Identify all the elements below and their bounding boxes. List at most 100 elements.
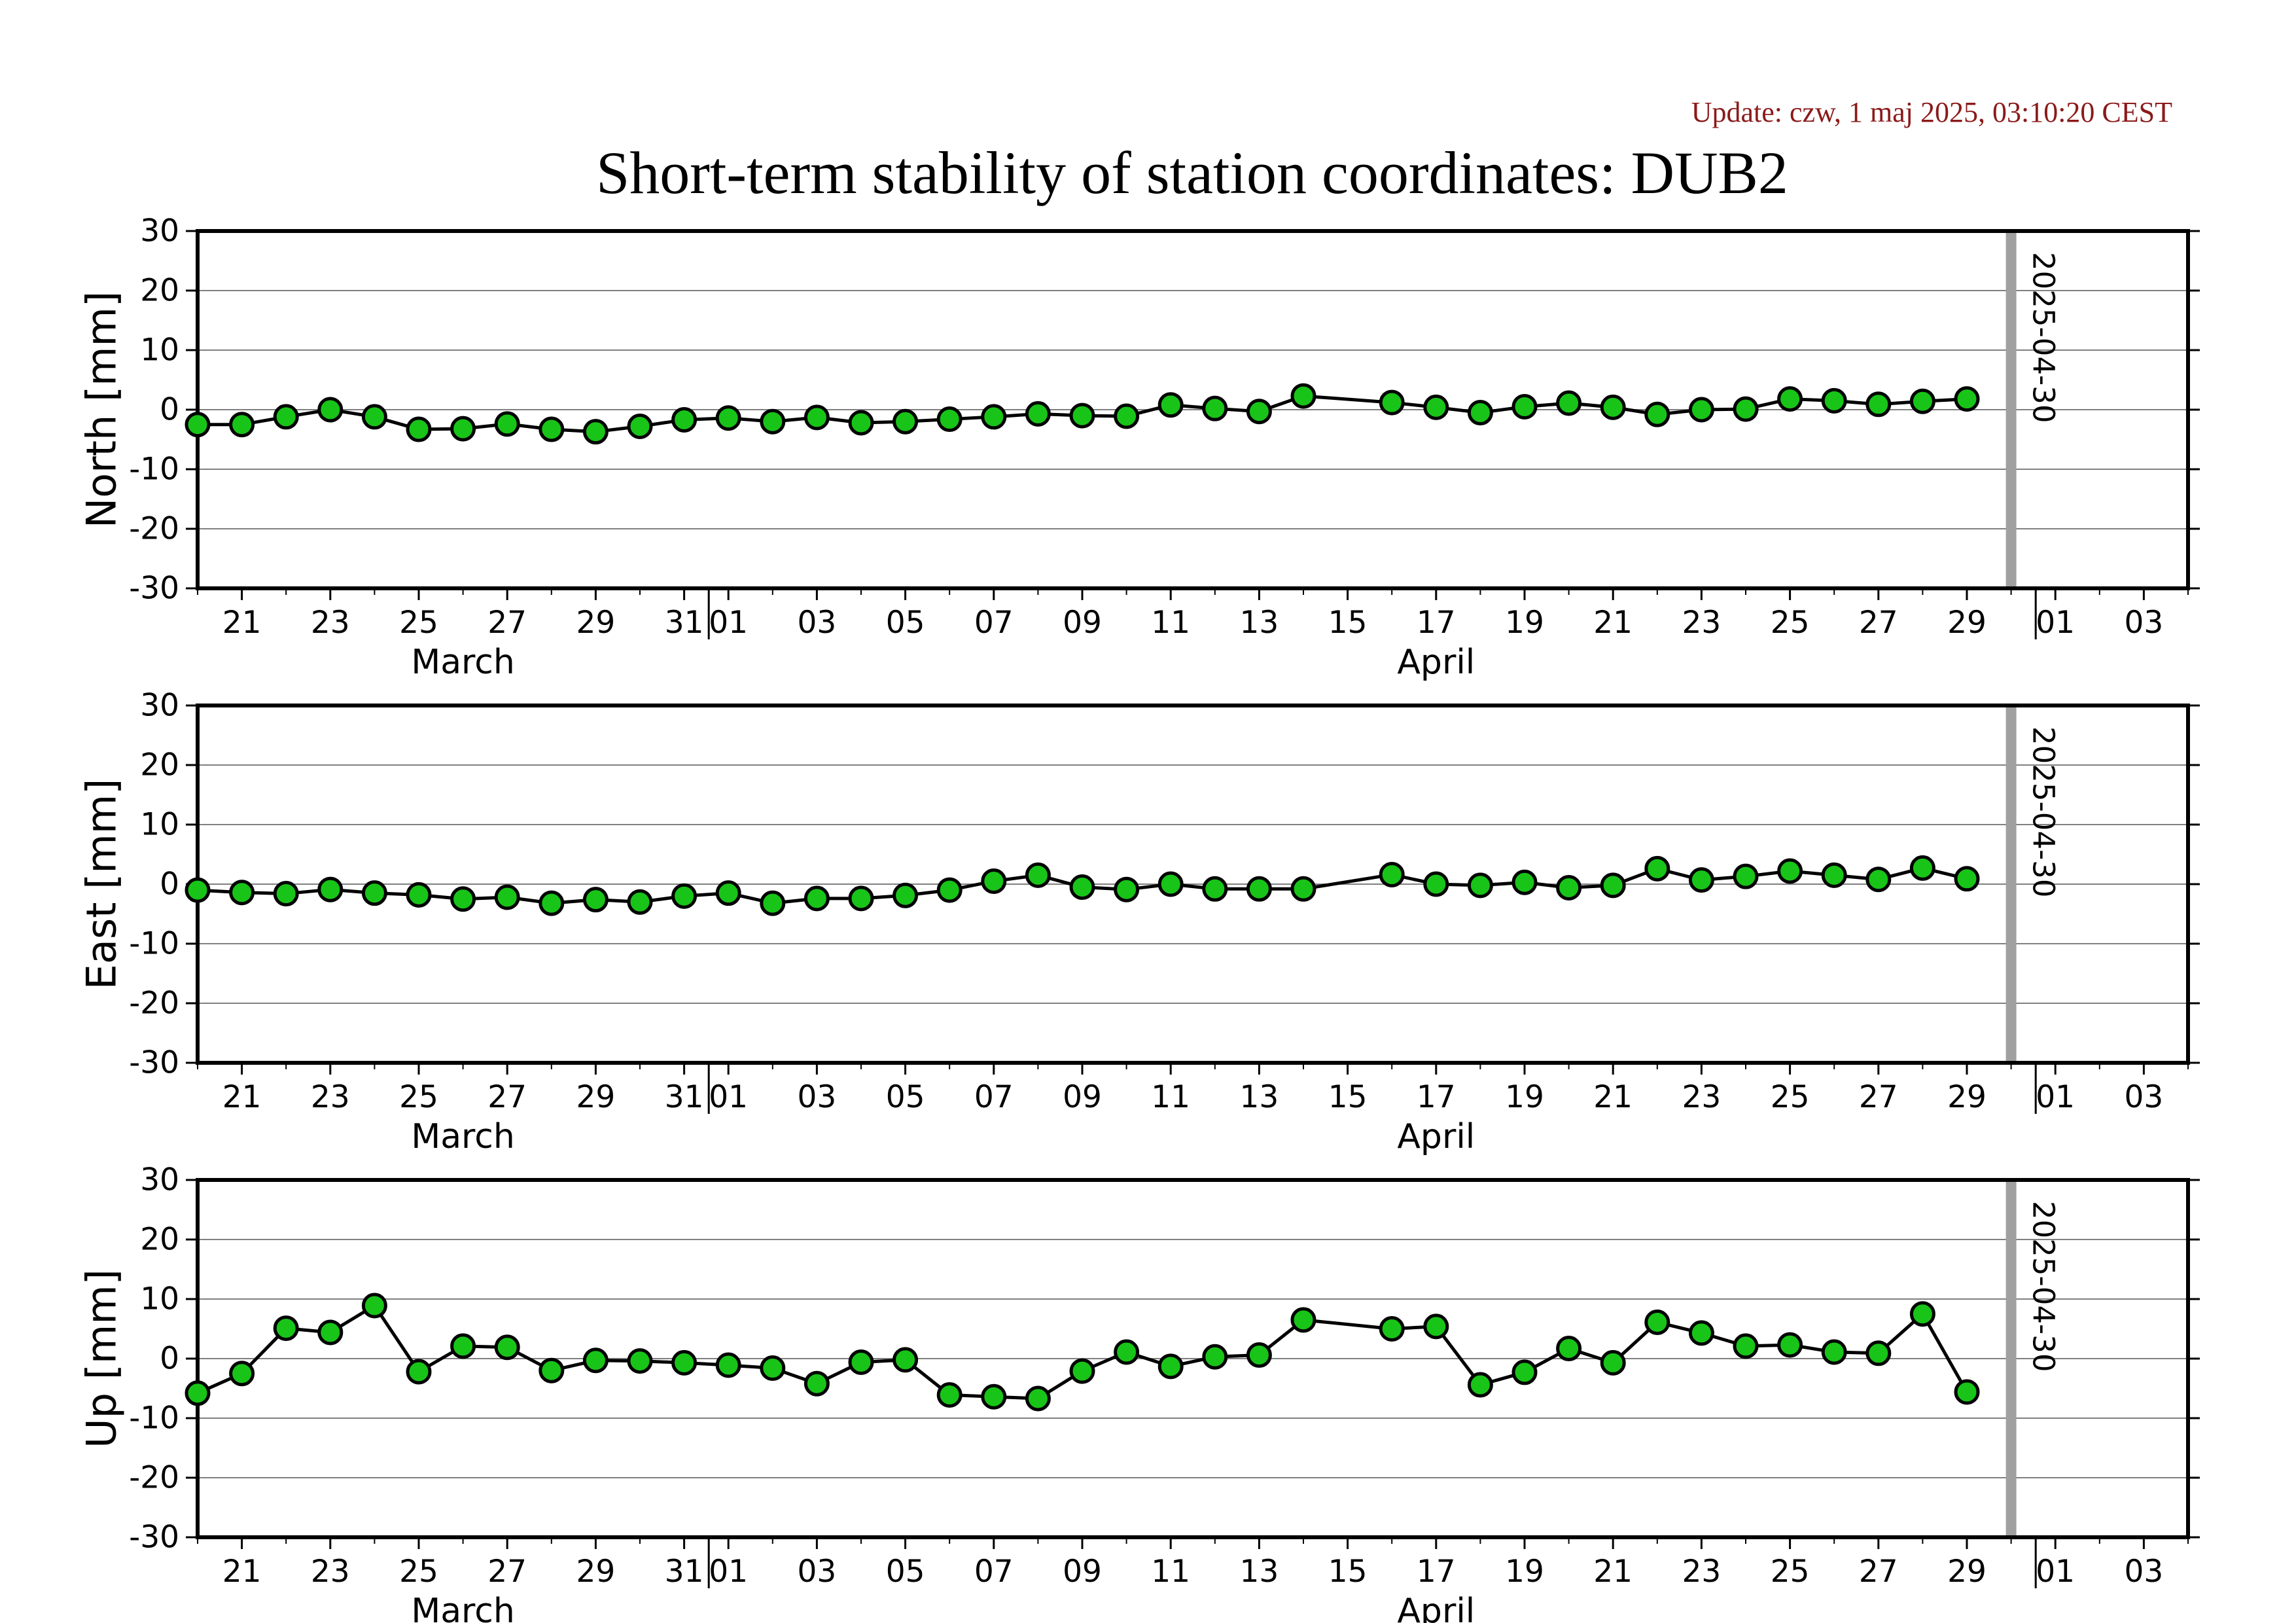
- x-tick-label: 09: [1063, 1079, 1102, 1115]
- series-line: [196, 1304, 1969, 1400]
- x-tick-label: 19: [1505, 1554, 1544, 1590]
- x-tick-label: 29: [1947, 1079, 1987, 1115]
- data-point: [1467, 872, 1493, 899]
- data-point: [1909, 855, 1935, 881]
- data-point: [1467, 1372, 1493, 1398]
- data-point: [1379, 389, 1405, 416]
- data-point: [1777, 386, 1803, 412]
- data-point: [1025, 862, 1051, 888]
- data-point: [494, 1334, 520, 1361]
- x-tick-label: 21: [1593, 1079, 1633, 1115]
- data-point: [1600, 1349, 1626, 1376]
- data-point: [539, 890, 565, 916]
- chart-title: Short-term stability of station coordina…: [596, 139, 1788, 206]
- data-point: [1157, 871, 1184, 897]
- y-tick-label: 0: [160, 392, 179, 428]
- data-point: [1954, 1379, 1980, 1405]
- x-tick-label: 05: [886, 605, 925, 641]
- data-point: [981, 404, 1007, 430]
- data-point: [539, 1357, 565, 1383]
- x-tick-label: 03: [2124, 1079, 2163, 1115]
- month-label: April: [1397, 1592, 1475, 1623]
- x-tick-label: 23: [311, 1554, 350, 1590]
- y-tick-label: -10: [129, 452, 179, 488]
- data-point: [1246, 399, 1272, 425]
- data-point: [715, 880, 741, 906]
- x-tick-label: 11: [1151, 1079, 1190, 1115]
- x-tick-label: 21: [222, 1079, 262, 1115]
- x-tick-label: 23: [1682, 1554, 1721, 1590]
- date-marker-label: 2025-04-30: [2026, 726, 2061, 898]
- data-point: [1290, 383, 1316, 409]
- x-tick-label: 13: [1239, 605, 1279, 641]
- data-point: [936, 877, 963, 903]
- data-point: [1025, 401, 1051, 427]
- data-point: [627, 413, 653, 439]
- data-point: [848, 410, 874, 436]
- x-tick-label: 01: [2036, 1079, 2075, 1115]
- data-point: [450, 1333, 476, 1359]
- y-tick-label: 20: [140, 273, 179, 309]
- x-tick-label: 21: [222, 1554, 262, 1590]
- x-tick-label: 23: [1682, 1079, 1721, 1115]
- data-point: [1290, 1307, 1316, 1333]
- x-tick-label: 29: [576, 1079, 615, 1115]
- y-tick-label: 30: [140, 688, 179, 724]
- y-tick-label: -20: [129, 511, 179, 547]
- x-tick-label: 17: [1417, 1554, 1456, 1590]
- y-tick-label: 10: [140, 807, 179, 843]
- x-tick-label: 27: [487, 605, 527, 641]
- x-tick-label: 01: [709, 1079, 748, 1115]
- data-point: [1954, 866, 1980, 892]
- data-point: [1909, 388, 1935, 414]
- data-point: [450, 886, 476, 912]
- data-point: [804, 1370, 830, 1397]
- x-tick-label: 29: [576, 605, 615, 641]
- x-tick-label: 07: [974, 1079, 1014, 1115]
- data-point: [1511, 869, 1538, 895]
- data-point: [1865, 391, 1892, 418]
- data-point: [848, 885, 874, 912]
- data-point: [804, 404, 830, 431]
- data-point: [406, 882, 432, 908]
- y-axis-label: North [mm]: [78, 291, 126, 528]
- x-tick-label: 27: [487, 1554, 527, 1590]
- x-tick-label: 15: [1328, 1079, 1368, 1115]
- x-tick-label: 25: [399, 1554, 438, 1590]
- data-point: [1069, 874, 1095, 901]
- data-point: [1777, 1332, 1803, 1358]
- data-point: [361, 404, 387, 430]
- data-point: [1556, 874, 1582, 901]
- data-point: [760, 408, 786, 435]
- data-point: [1157, 392, 1184, 418]
- x-tick-label: 11: [1151, 1554, 1190, 1590]
- x-tick-label: 11: [1151, 605, 1190, 641]
- data-point: [1909, 1301, 1935, 1327]
- date-marker-label: 2025-04-30: [2026, 252, 2061, 423]
- x-tick-label: 23: [311, 605, 350, 641]
- data-point: [1114, 1339, 1140, 1365]
- y-tick-label: 30: [140, 213, 179, 249]
- x-tick-label: 17: [1417, 605, 1456, 641]
- y-axis-label: Up [mm]: [78, 1269, 126, 1448]
- data-point: [1423, 394, 1449, 420]
- data-point: [494, 411, 520, 437]
- y-tick-label: -30: [129, 571, 179, 607]
- x-tick-label: 29: [1947, 1554, 1987, 1590]
- y-tick-label: 0: [160, 1341, 179, 1377]
- data-point: [1511, 393, 1538, 419]
- data-point: [892, 1347, 919, 1373]
- x-tick-label: 01: [2036, 605, 2075, 641]
- data-point: [317, 397, 344, 423]
- data-point: [1379, 1316, 1405, 1342]
- x-tick-label: 31: [665, 1079, 704, 1115]
- data-point: [582, 419, 609, 445]
- x-tick-label: 03: [2124, 605, 2163, 641]
- update-timestamp: Update: czw, 1 maj 2025, 03:10:20 CEST: [1691, 96, 2172, 128]
- date-marker-label: 2025-04-30: [2026, 1201, 2061, 1372]
- data-point: [1556, 1336, 1582, 1362]
- data-point: [1865, 866, 1892, 893]
- data-point: [892, 882, 919, 908]
- data-point: [1423, 871, 1449, 897]
